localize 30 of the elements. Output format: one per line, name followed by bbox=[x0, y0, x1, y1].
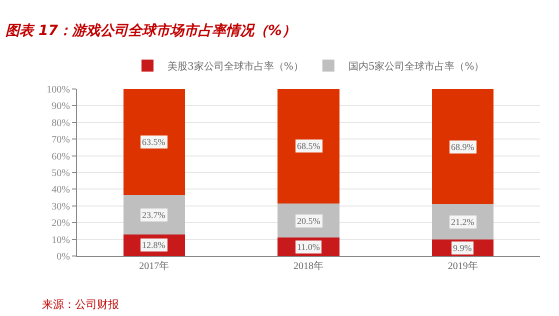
y-tick-label: 20% bbox=[52, 218, 70, 230]
data-label: 11.0% bbox=[297, 242, 320, 252]
x-tick-label: 2017年 bbox=[139, 260, 170, 272]
source-note: 来源：公司财报 bbox=[42, 298, 119, 311]
chart-title: 图表 17：游戏公司全球市场市占率情况（%） bbox=[6, 22, 296, 39]
y-tick-label: 10% bbox=[52, 234, 70, 246]
data-label: 68.5% bbox=[297, 141, 321, 151]
y-tick-label: 60% bbox=[52, 151, 70, 162]
legend-label: 美股3家公司全球市占率（%） bbox=[168, 60, 304, 73]
y-tick-label: 40% bbox=[52, 184, 70, 196]
y-tick-label: 100% bbox=[46, 84, 70, 96]
y-tick-label: 30% bbox=[52, 201, 70, 212]
y-tick-label: 80% bbox=[52, 118, 70, 129]
data-label: 12.8% bbox=[142, 240, 166, 250]
data-label: 21.2% bbox=[451, 217, 475, 227]
bar bbox=[123, 89, 186, 196]
data-label: 20.5% bbox=[297, 216, 321, 226]
y-tick-label: 0% bbox=[56, 252, 70, 262]
data-label: 23.7% bbox=[142, 210, 166, 220]
y-tick-label: 90% bbox=[52, 101, 70, 112]
y-tick-label: 70% bbox=[52, 134, 70, 146]
data-label: 68.9% bbox=[451, 142, 475, 152]
x-tick-label: 2019年 bbox=[448, 260, 478, 272]
data-label: 9.9% bbox=[453, 243, 472, 253]
bar bbox=[432, 89, 494, 204]
data-label: 63.5% bbox=[142, 137, 166, 147]
bar bbox=[278, 89, 340, 204]
y-tick-label: 50% bbox=[52, 168, 70, 179]
x-tick-label: 2018年 bbox=[294, 260, 324, 272]
legend-label: 国内5家公司全球市占率（%） bbox=[348, 60, 484, 73]
